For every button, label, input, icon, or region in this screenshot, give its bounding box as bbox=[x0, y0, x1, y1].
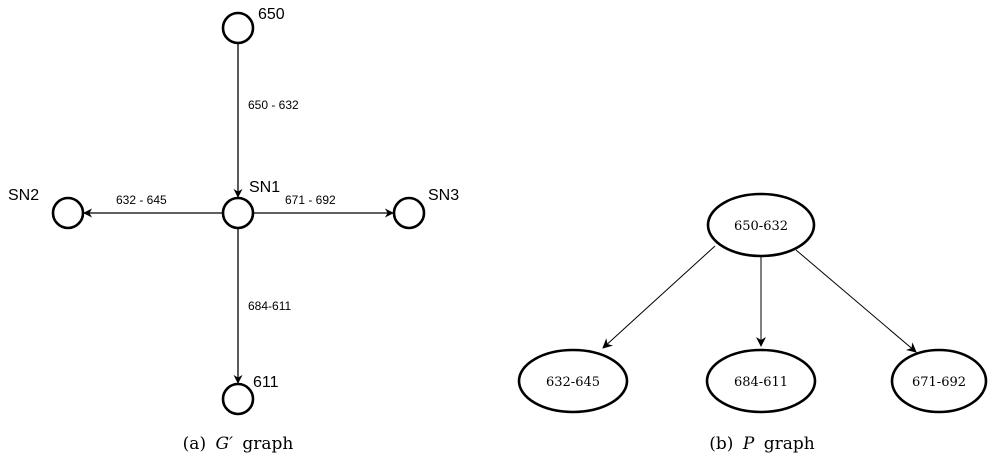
node-650-632 bbox=[706, 192, 816, 258]
edge-label-632-645: 632 - 645 bbox=[116, 193, 167, 207]
node-label-sn3: SN3 bbox=[428, 187, 459, 204]
caption-b-symbol: P bbox=[742, 434, 755, 454]
node-label-611: 611 bbox=[253, 374, 279, 391]
node-sn3 bbox=[392, 196, 426, 230]
node-label-sn2: SN2 bbox=[8, 187, 39, 204]
g-prime-graph: 650 SN1 SN2 SN3 611 650 - 632 632 - 645 … bbox=[8, 6, 459, 454]
caption-a: (a) G′ graph bbox=[183, 434, 294, 454]
edge-root-to-632-645 bbox=[602, 245, 716, 349]
node-sn2 bbox=[51, 196, 85, 230]
node-label-650-632: 650-632 bbox=[734, 219, 788, 234]
node-label-632-645: 632-645 bbox=[546, 375, 600, 390]
caption-b: (b) P graph bbox=[709, 434, 814, 454]
edge-root-to-671-692 bbox=[795, 249, 917, 353]
caption-b-text: graph bbox=[764, 434, 815, 454]
caption-a-label: (a) bbox=[183, 434, 206, 454]
caption-b-label: (b) bbox=[709, 434, 733, 454]
node-label-sn1: SN1 bbox=[249, 179, 280, 196]
node-label-684-611: 684-611 bbox=[734, 375, 788, 390]
node-632-645 bbox=[517, 348, 629, 414]
node-label-650: 650 bbox=[258, 6, 285, 23]
p-graph: 650-632 632-645 684-611 671-692 (b) P gr… bbox=[517, 192, 988, 454]
caption-a-text: graph bbox=[242, 434, 293, 454]
edge-label-684-611: 684-611 bbox=[248, 299, 291, 313]
edge-label-671-692: 671 - 692 bbox=[285, 193, 336, 207]
node-671-692 bbox=[890, 348, 988, 414]
node-sn1 bbox=[221, 196, 255, 230]
node-684-611 bbox=[705, 348, 817, 414]
node-611 bbox=[221, 382, 255, 416]
edge-label-650-632: 650 - 632 bbox=[248, 98, 299, 112]
node-650 bbox=[221, 11, 255, 45]
node-label-671-692: 671-692 bbox=[912, 375, 966, 390]
caption-a-symbol: G′ bbox=[215, 434, 233, 454]
